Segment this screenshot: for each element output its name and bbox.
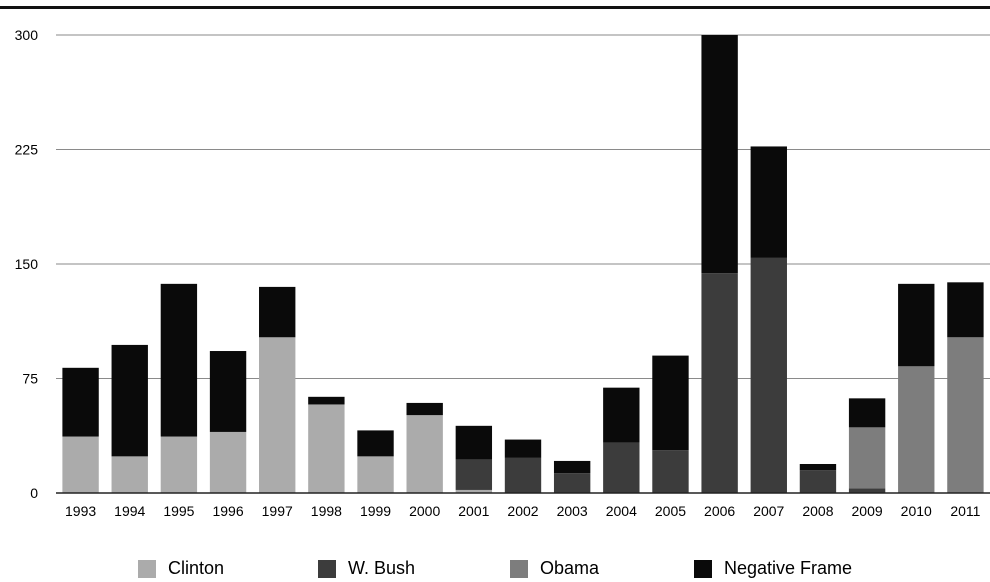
bar-1996-clinton [209,431,247,493]
bar-2001-w-bush [455,459,493,490]
bar-2004-negative-frame [603,387,640,443]
bar-2003-negative-frame [553,460,591,474]
bar-2006-negative-frame [701,35,738,274]
legend-label-clinton: Clinton [168,558,225,578]
bar-2010-obama [898,366,935,493]
x-tick-label-2009: 2009 [852,503,883,519]
bar-1998-clinton [308,404,345,493]
bar-2005-w-bush [652,450,689,493]
legend-swatch-w-bush [318,559,336,578]
x-tick-label-2008: 2008 [802,503,833,519]
x-tick-label-2001: 2001 [458,503,489,519]
y-axis-ticks: 0 75 150 225 300 [15,27,39,501]
legend-item-obama: Obama [510,558,599,579]
legend-label-obama: Obama [540,558,600,578]
bar-1994-negative-frame [111,344,148,457]
bar-2003-w-bush [553,473,591,493]
bar-2001-negative-frame [455,425,493,460]
bar-2009-negative-frame [848,398,886,428]
y-tick-label-150: 150 [15,256,39,272]
legend: Clinton W. Bush Obama Negative Frame [0,556,990,582]
legend-item-negative-frame: Negative Frame [694,558,852,579]
legend-swatch-obama [510,559,528,578]
bar-1997-negative-frame [259,286,296,338]
bar-2009-w-bush [848,488,886,493]
x-tick-label-1996: 1996 [212,503,243,519]
x-tick-label-1994: 1994 [114,503,145,519]
bar-2002-negative-frame [504,439,542,458]
bar-2002-w-bush [504,457,542,493]
bar-1994-clinton [111,456,148,493]
x-tick-label-2006: 2006 [704,503,735,519]
y-tick-label-300: 300 [15,27,39,43]
bar-1996-negative-frame [209,351,247,432]
bar-2005-negative-frame [652,355,689,451]
legend-swatch-negative-frame [694,559,712,578]
x-tick-label-1995: 1995 [163,503,194,519]
legend-item-w-bush: W. Bush [318,558,415,579]
bar-2000-clinton [406,415,443,493]
x-tick-label-2003: 2003 [557,503,588,519]
bar-2004-w-bush [603,442,640,493]
x-tick-label-1993: 1993 [65,503,96,519]
legend-item-clinton: Clinton [138,558,224,579]
x-axis-ticks: 1993 1994 1995 1996 1997 1998 1999 2000 2001 2002… [65,503,981,519]
legend-label-negative-frame: Negative Frame [724,558,853,578]
bar-2011-negative-frame [947,282,984,338]
bar-2010-negative-frame [898,283,935,367]
bar-2006-w-bush [701,273,738,493]
bar-2011-obama [947,337,984,493]
x-tick-label-2011: 2011 [950,503,980,519]
bar-1995-negative-frame [160,283,198,437]
x-tick-label-2007: 2007 [753,503,784,519]
bar-2008-w-bush [799,470,837,493]
x-tick-label-2005: 2005 [655,503,686,519]
bar-2007-w-bush [750,257,787,493]
bar-1999-negative-frame [357,430,394,457]
x-tick-label-1999: 1999 [360,503,391,519]
bar-1993-clinton [62,436,99,493]
bar-1999-clinton [357,456,394,493]
bars [62,35,984,493]
bar-2009-obama [848,427,886,489]
y-tick-label-75: 75 [22,371,38,387]
bar-2001-clinton [455,489,493,493]
x-tick-label-2000: 2000 [409,503,440,519]
top-rule [0,6,990,9]
bar-1997-clinton [259,337,296,493]
x-tick-label-1998: 1998 [311,503,342,519]
x-tick-label-1997: 1997 [262,503,293,519]
bar-2008-negative-frame [799,463,837,471]
x-tick-label-2004: 2004 [606,503,637,519]
legend-swatch-clinton [138,559,156,578]
legend-label-w-bush: W. Bush [348,558,416,578]
bar-1998-negative-frame [308,396,345,405]
bar-1993-negative-frame [62,367,99,437]
bar-1995-clinton [160,436,198,493]
x-tick-label-2010: 2010 [901,503,932,519]
x-tick-label-2002: 2002 [507,503,538,519]
bar-2000-negative-frame [406,402,443,416]
bar-2007-negative-frame [750,146,787,258]
y-tick-label-225: 225 [15,142,39,158]
y-tick-label-0: 0 [30,485,38,501]
